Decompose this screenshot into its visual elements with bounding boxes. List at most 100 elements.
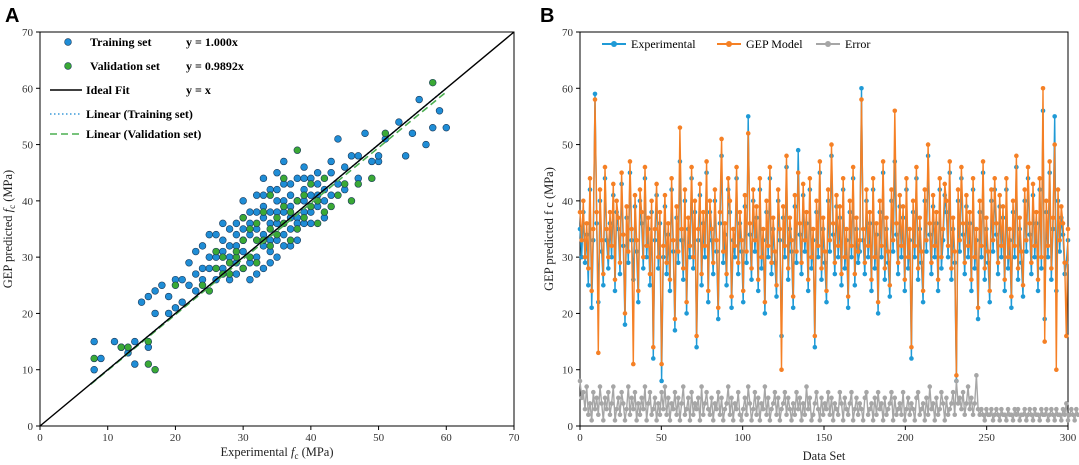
point-gep-model [857,237,863,243]
y-tick-label-b: 0 [568,421,574,433]
y-tick-label-a: 60 [22,83,34,95]
point-error [902,418,908,423]
training-point [252,191,261,199]
point-gep-model [742,192,748,198]
legend-label-a: Linear (Training set) [86,107,193,121]
point-gep-model [1030,181,1036,187]
point-experimental [895,271,901,277]
point-gep-model [642,164,648,170]
training-point [219,219,227,228]
point-error [740,406,746,412]
point-experimental [1057,249,1062,254]
x-tick-label-a: 50 [373,432,385,444]
validation-point [266,225,274,233]
point-error [727,412,733,418]
point-experimental [664,271,669,277]
point-gep-model [594,209,599,215]
point-error [797,395,803,401]
point-gep-model [752,237,758,243]
point-error [974,373,979,378]
point-gep-model [810,226,816,232]
point-experimental [920,299,926,305]
point-gep-model [917,215,923,221]
point-experimental [995,271,1001,277]
legend-label-experimental: Experimental [631,37,696,51]
point-gep-model [807,176,813,181]
training-point [90,337,98,346]
point-error [687,418,693,423]
point-experimental [935,288,941,294]
point-gep-model [729,294,734,299]
point-experimental [592,91,598,97]
point-gep-model [665,221,671,226]
point-gep-model [930,192,936,198]
validation-point [124,343,132,351]
point-error [1065,418,1071,423]
legend-marker [64,62,72,70]
point-gep-model [849,243,854,249]
point-error [947,406,953,412]
point-gep-model [1027,221,1032,226]
x-axis-label-a-f: f [291,445,296,459]
point-gep-model [789,237,794,243]
point-experimental [680,277,686,282]
point-experimental [640,266,646,271]
legend-marker-error [825,41,831,47]
training-point [131,337,139,346]
training-point [307,191,315,199]
point-gep-model [777,226,783,232]
point-error [995,412,1001,418]
point-experimental [949,277,954,282]
point-gep-model [737,209,743,215]
point-error [815,406,821,412]
point-error [714,406,719,412]
point-gep-model [670,237,676,243]
validation-point [144,337,153,346]
y-axis-label-a-part1: GEP predicted [1,212,15,288]
point-error [1070,412,1076,418]
point-error [732,401,738,406]
point-gep-model [962,260,968,266]
point-gep-model [897,192,903,198]
point-gep-model [579,237,584,243]
point-error [697,418,703,423]
point-gep-model [1049,266,1054,271]
point-gep-model [587,176,593,181]
point-error [657,412,663,418]
y-tick-label-b: 70 [562,27,574,39]
point-experimental [839,282,844,288]
point-error [1072,418,1077,423]
point-experimental [724,282,729,288]
point-gep-model [674,204,679,209]
point-gep-model [830,221,836,226]
point-gep-model [982,266,988,271]
point-gep-model [885,249,891,254]
training-point [144,292,153,301]
point-experimental [929,271,934,277]
point-error [1062,412,1067,418]
point-error [757,418,763,423]
point-experimental [694,344,699,350]
point-error [755,395,761,401]
validation-point [239,214,247,222]
point-error [917,412,923,418]
point-error [905,395,911,401]
point-error [672,389,678,395]
point-experimental [1052,114,1057,119]
point-error [814,389,819,395]
y-axis-label-a-sub: c [7,205,17,209]
point-error [627,412,633,418]
training-point [131,360,139,368]
training-point [110,337,119,346]
validation-point [368,174,376,183]
point-error [655,401,661,406]
point-experimental [890,249,896,254]
point-gep-model [764,198,769,204]
point-gep-model [875,299,881,305]
training-point [273,253,281,261]
point-gep-model [581,198,586,204]
point-gep-model [819,266,824,271]
point-error [830,418,836,423]
training-point [232,270,241,278]
validation-point [286,236,295,244]
